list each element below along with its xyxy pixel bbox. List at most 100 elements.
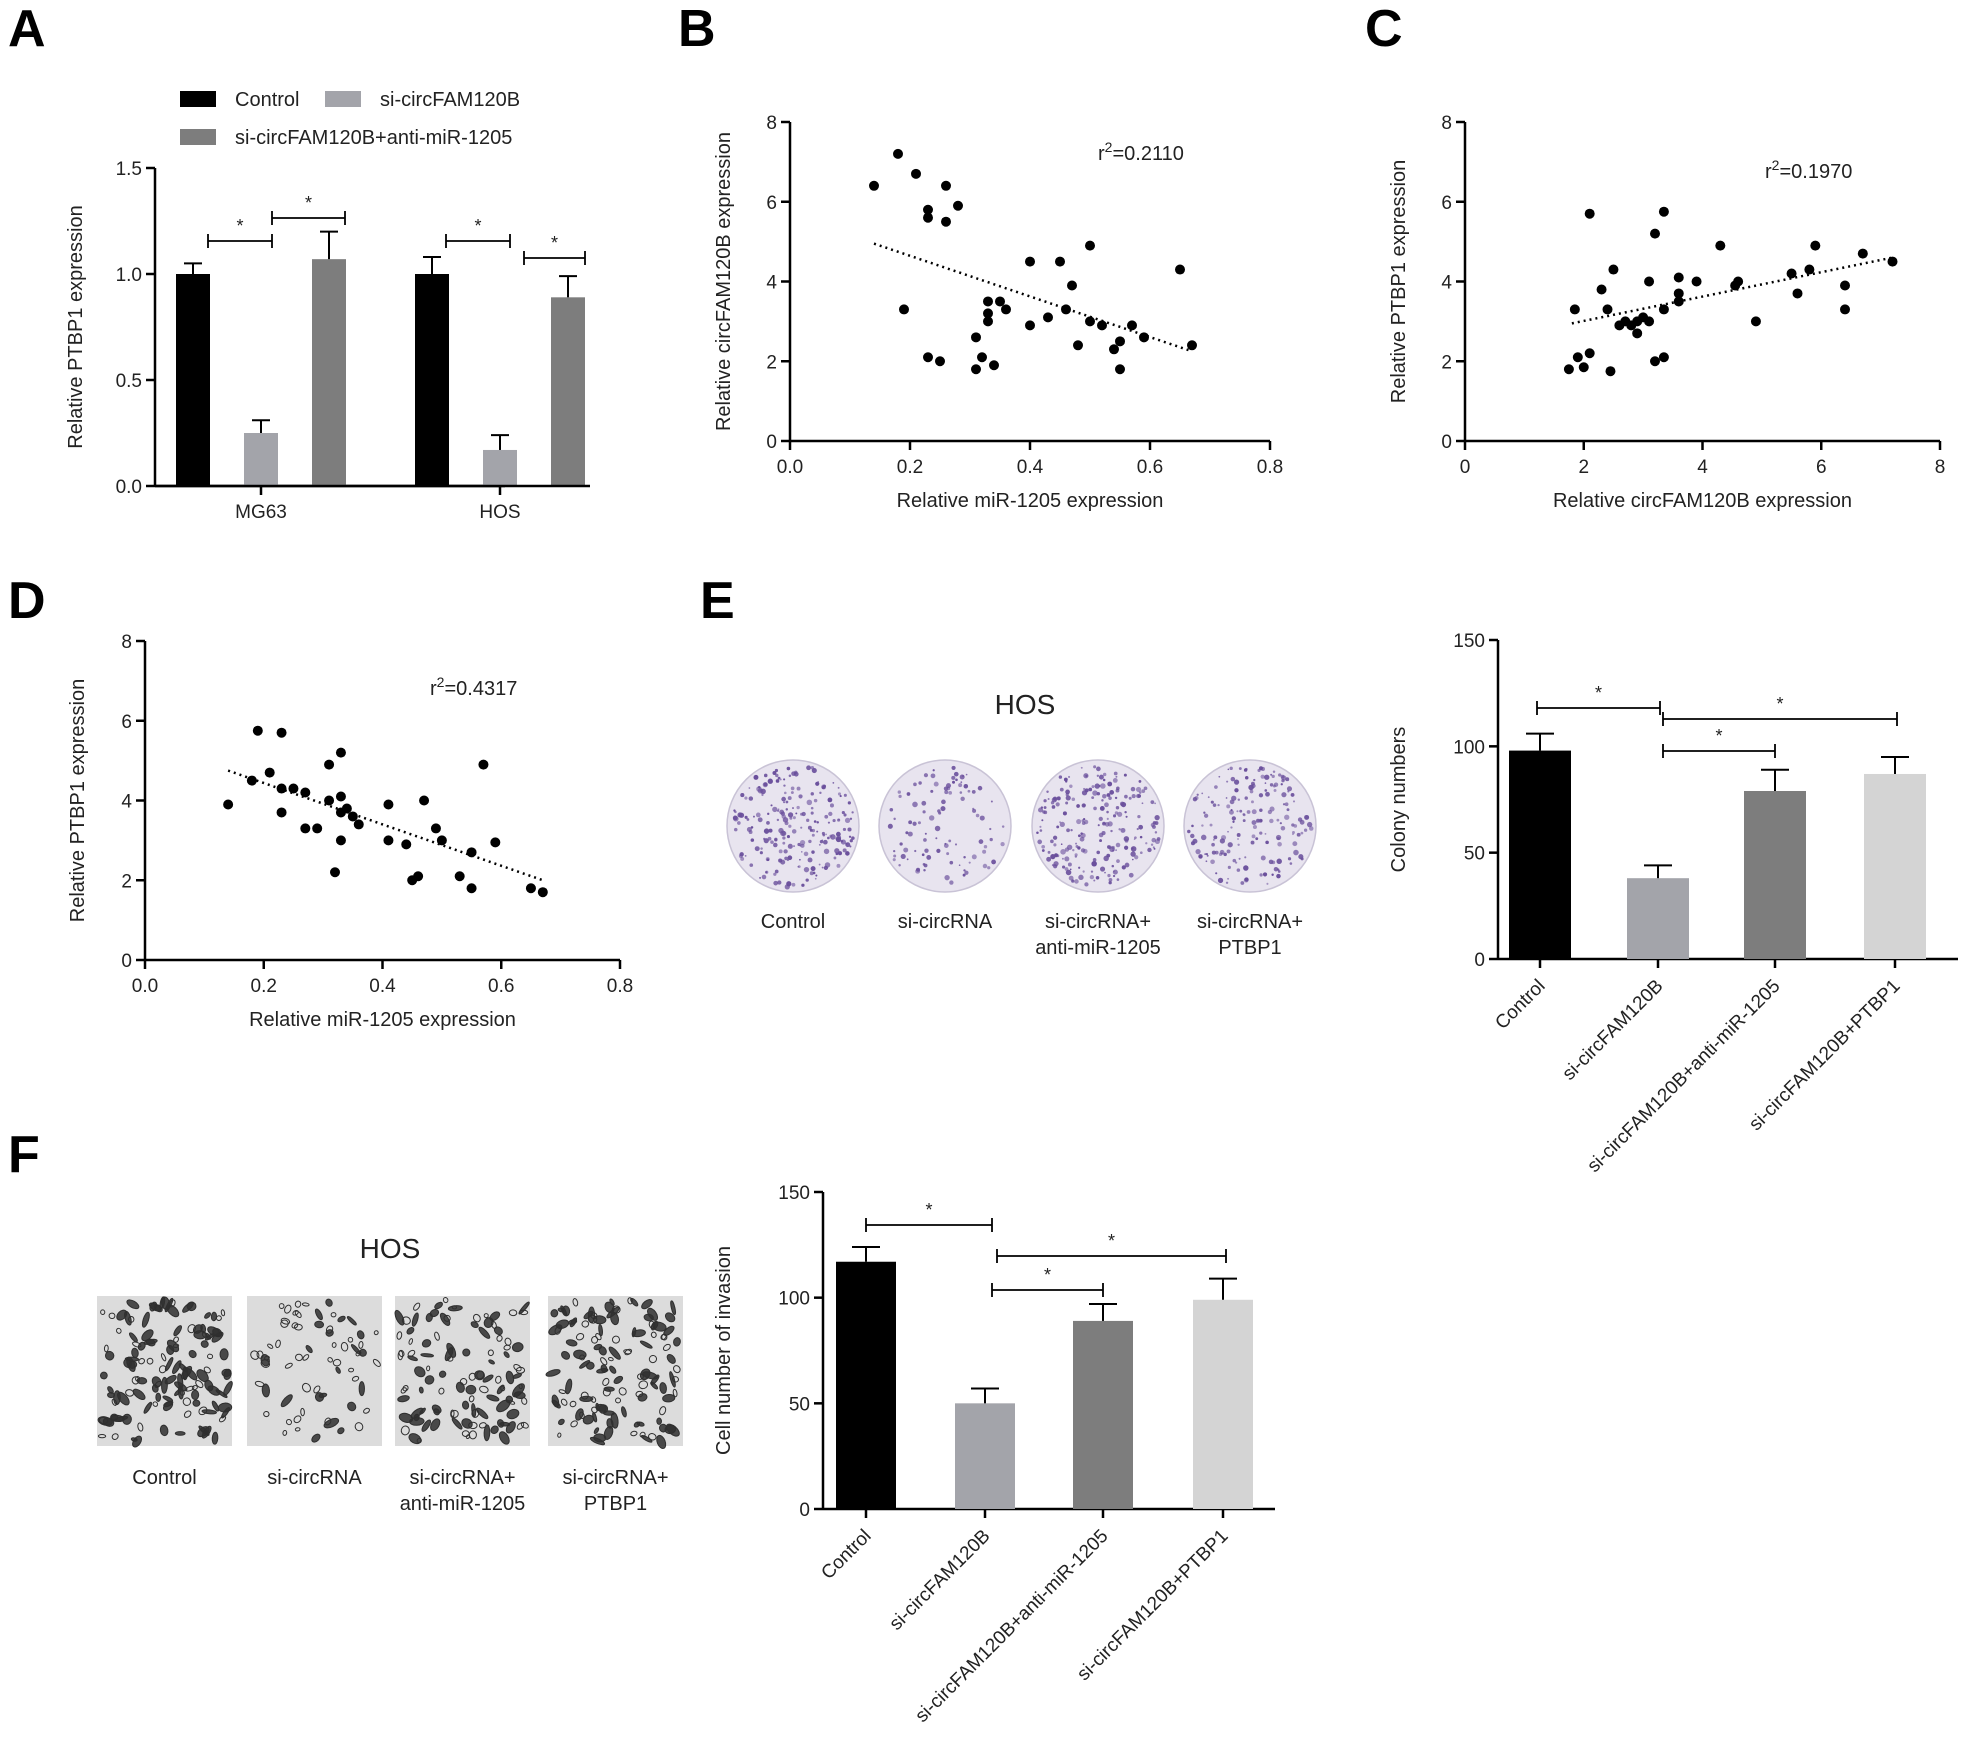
e-colony (921, 853, 925, 857)
f-cell (191, 1385, 198, 1391)
f-cell (267, 1343, 274, 1349)
f-cell (472, 1313, 481, 1323)
f-cell (550, 1309, 559, 1318)
b-point (935, 356, 945, 367)
f-cell (256, 1350, 264, 1359)
f-cell (204, 1312, 212, 1319)
b-point (995, 296, 1005, 307)
e-colony (1251, 834, 1256, 839)
d-point (419, 795, 430, 806)
e-culture-plate (726, 759, 860, 893)
e-colony (1047, 850, 1051, 854)
e-colony (954, 843, 958, 846)
f-bar (1193, 1299, 1253, 1509)
e-colony (819, 791, 822, 795)
e-colony (784, 856, 788, 861)
d-y-tick-label: 6 (121, 712, 132, 733)
f-cell (610, 1312, 620, 1326)
e-culture-plate (878, 759, 1012, 893)
panel-letter-c: C (1365, 0, 1403, 58)
e-colony (1081, 790, 1088, 796)
d-point (537, 887, 548, 898)
e-colony (1055, 802, 1060, 807)
f-cell (438, 1370, 447, 1378)
e-colony (1099, 806, 1105, 811)
d-point (330, 867, 340, 878)
f-cell (340, 1341, 349, 1352)
f-cell (331, 1342, 337, 1348)
c-point (1605, 366, 1616, 377)
e-colony (1145, 842, 1148, 845)
f-cell (373, 1330, 379, 1336)
e-bar (1509, 750, 1571, 959)
e-colony (903, 847, 909, 853)
c-point (1658, 304, 1669, 315)
d-point (276, 727, 287, 738)
e-colony (1124, 845, 1129, 850)
f-photo-caption: si-circRNA+ (409, 1467, 515, 1489)
e-colony (1130, 786, 1136, 792)
e-colony (783, 778, 786, 781)
c-point (1578, 362, 1589, 373)
e-colony (1292, 841, 1298, 847)
e-colony (1080, 766, 1083, 769)
e-colony (1207, 796, 1210, 799)
a-bar (312, 259, 346, 486)
e-colony (1273, 789, 1277, 792)
e-colony (1117, 811, 1123, 817)
e-colony (1106, 793, 1111, 797)
f-cell (558, 1389, 567, 1394)
e-colony (1041, 849, 1045, 852)
d-x-tick-label: 0.2 (251, 976, 277, 997)
c-point (1810, 240, 1821, 251)
e-colony (1125, 815, 1128, 818)
d-point (454, 871, 465, 882)
f-cell (545, 1369, 561, 1377)
e-colony (773, 880, 779, 886)
e-colony (1296, 832, 1301, 837)
e-colony (746, 827, 752, 833)
e-colony (836, 863, 841, 868)
e-colony (810, 792, 814, 796)
e-colony (744, 815, 748, 819)
e-colony (989, 837, 993, 842)
f-cell (108, 1312, 116, 1320)
f-x-tick-label: Control (817, 1526, 875, 1584)
e-colony (763, 828, 770, 834)
e-colony (1098, 816, 1103, 821)
f-cell (155, 1392, 162, 1402)
b-point (983, 296, 993, 307)
f-cell (590, 1396, 597, 1403)
e-colony (1064, 867, 1069, 871)
f-cell (217, 1402, 233, 1413)
e-colony (1121, 865, 1126, 870)
f-cell (421, 1339, 432, 1348)
f-cell (636, 1421, 645, 1427)
e-colony (1074, 879, 1079, 884)
e-colony (1083, 819, 1089, 825)
e-colony (1154, 802, 1156, 805)
c-point (1857, 248, 1868, 259)
b-point (953, 200, 963, 211)
d-point (246, 775, 257, 786)
e-colony (816, 830, 819, 833)
e-colony (829, 803, 834, 808)
e-colony (1235, 861, 1238, 864)
e-colony (1292, 831, 1295, 834)
e-colony (906, 858, 909, 861)
e-colony (1238, 857, 1241, 860)
b-point (1127, 320, 1137, 331)
f-cell (201, 1332, 208, 1339)
e-colony (1089, 874, 1095, 880)
f-cell (301, 1382, 312, 1393)
e-colony (849, 845, 852, 848)
e-colony (958, 864, 961, 867)
e-colony (1284, 814, 1290, 820)
a-x-tick-label: MG63 (235, 502, 287, 523)
e-colony (1139, 835, 1143, 839)
e-colony (1264, 832, 1267, 835)
f-cell (285, 1418, 292, 1426)
a-sig-star: * (305, 193, 312, 213)
b-point (1025, 256, 1035, 267)
